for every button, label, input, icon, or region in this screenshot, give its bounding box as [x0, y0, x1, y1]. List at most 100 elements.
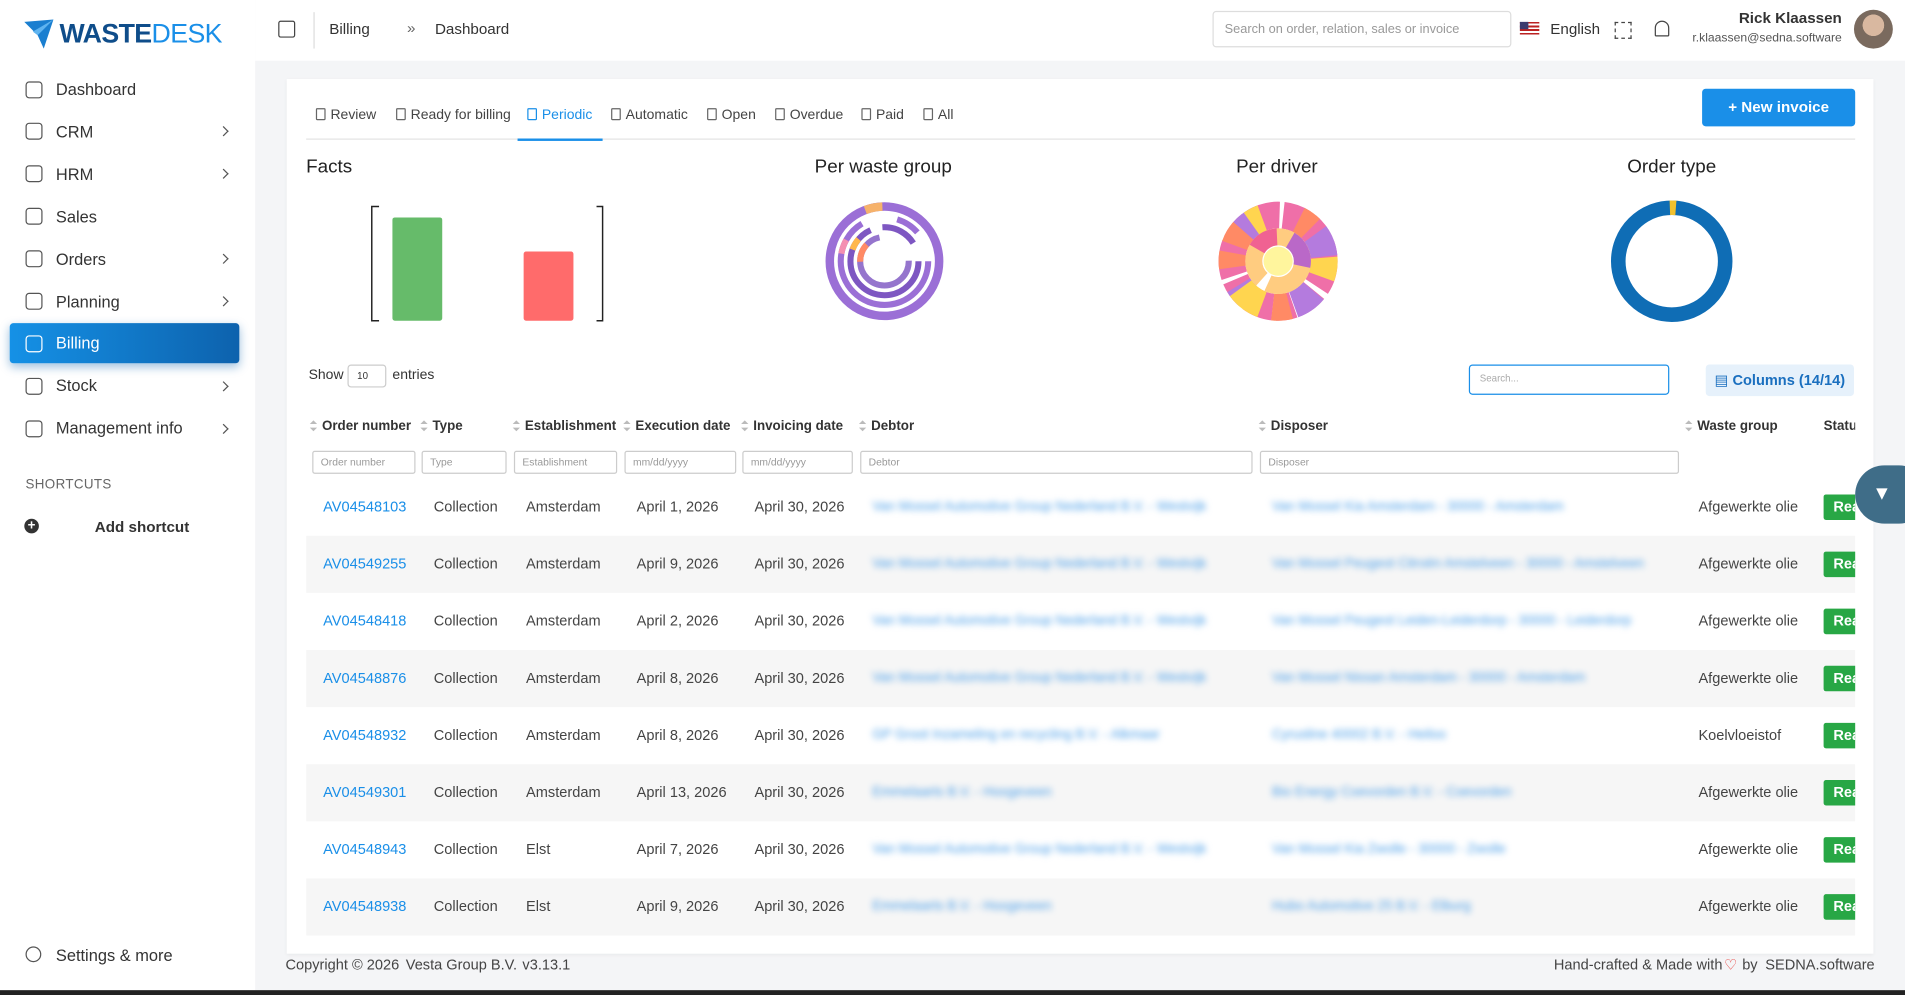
table-row: AV04548876 Collection Amsterdam April 8, 20… [306, 649, 1856, 708]
tab[interactable]: Ready for billing [396, 108, 520, 138]
tab[interactable]: Paid [861, 108, 913, 138]
menu-label: Sales [55, 207, 97, 226]
fullscreen-icon[interactable] [1614, 21, 1632, 39]
footer-link[interactable]: SEDNA.software [1765, 956, 1875, 974]
column-header[interactable]: Invoicing date [740, 419, 843, 434]
debtor[interactable]: Van Mossel Automotive Group Nederland B.… [872, 670, 1207, 686]
status-badge[interactable]: Ready [1823, 551, 1856, 578]
waste-group: Afgewerkte olie [1698, 612, 1799, 630]
column-filter[interactable]: Order number [312, 450, 416, 474]
order-number[interactable]: AV04548932 [323, 726, 407, 744]
debtor[interactable]: Van Mossel Automotive Group Nederland B.… [872, 556, 1207, 572]
column-header[interactable]: Execution date [622, 419, 730, 434]
sort-icon [1257, 420, 1267, 432]
menu-item[interactable]: HRM [10, 154, 240, 194]
language[interactable]: English [1550, 20, 1601, 38]
column-filter[interactable]: Establishment [513, 450, 618, 474]
column-header[interactable]: Status [1824, 419, 1856, 434]
menu-item[interactable]: Orders [10, 239, 240, 279]
tab[interactable]: Open [707, 108, 765, 138]
tab[interactable]: Overdue [775, 108, 853, 138]
footer-crafted: Hand-crafted & Made with [1553, 956, 1723, 974]
add-shortcut[interactable]: Add shortcut [94, 518, 190, 536]
disposer[interactable]: Van Mossel Nissan Amsterdam - 30000 - Am… [1272, 670, 1586, 686]
avatar[interactable] [1853, 9, 1893, 49]
order-number[interactable]: AV04549301 [323, 783, 407, 801]
tabs-border [306, 138, 1856, 140]
disposer[interactable]: Van Mossel Kia Zwolle - 30000 - Zwolle [1272, 841, 1506, 857]
chevron [218, 296, 229, 307]
disposer[interactable]: Van Mossel Kia Amsterdam - 30000 - Amste… [1272, 499, 1564, 514]
disposer[interactable]: Bio Energy Coevorden B.V. - Coevorden [1272, 784, 1512, 800]
tab-icon [396, 108, 406, 121]
column-filter[interactable]: Debtor [860, 450, 1253, 474]
debtor[interactable]: Van Mossel Automotive Group Nederland B.… [872, 841, 1207, 857]
notifications-icon[interactable] [1654, 20, 1670, 37]
disposer[interactable]: Van Mossel Peugeot Leiden-Leiderdorp - 3… [1272, 613, 1632, 629]
column-header[interactable]: Disposer [1257, 419, 1328, 434]
order-number[interactable]: AV04549255 [323, 555, 407, 573]
tab[interactable]: All [923, 108, 963, 138]
order-number[interactable]: AV04548103 [323, 498, 407, 516]
menu-item[interactable]: Management info [10, 408, 240, 448]
column-header-label: Disposer [1270, 419, 1329, 434]
execution-date: April 9, 2026 [636, 897, 719, 915]
menu-item[interactable]: Stock [10, 366, 240, 406]
global-search[interactable]: Search on order, relation, sales or invo… [1212, 10, 1512, 48]
debtor[interactable]: Van Mossel Automotive Group Nederland B.… [872, 499, 1207, 514]
tab[interactable]: Automatic [611, 108, 697, 138]
establishment: Amsterdam [526, 726, 601, 744]
debtor[interactable]: Van Mossel Automotive Group Nederland B.… [872, 613, 1207, 629]
new-invoice-button[interactable]: + New invoice [1702, 88, 1856, 127]
breadcrumb-item[interactable]: Billing [329, 20, 370, 38]
tab-label: Periodic [541, 108, 593, 123]
footer-company[interactable]: Vesta Group B.V. [405, 956, 518, 974]
filter-toggle[interactable]: ▼ [1855, 465, 1905, 524]
table-search[interactable]: Search... [1468, 364, 1670, 395]
order-number[interactable]: AV04548938 [323, 897, 407, 915]
menu-item[interactable]: Billing [9, 323, 240, 364]
column-header[interactable]: Type [419, 419, 463, 434]
column-header[interactable]: Debtor [858, 419, 914, 434]
status-badge[interactable]: Ready [1823, 494, 1856, 520]
status-badge[interactable]: Ready [1823, 837, 1856, 863]
column-filter[interactable]: Type [421, 450, 507, 474]
disposer[interactable]: Van Mossel Peugeot Citroën Amstelveen - … [1272, 556, 1644, 572]
debtor[interactable]: Emmelaarts B.V. - Hoogeveen [872, 784, 1052, 800]
status-badge[interactable]: Ready [1823, 665, 1856, 692]
status-badge[interactable]: Ready [1823, 779, 1856, 806]
columns-button[interactable]: ▤ Columns (14/14) [1705, 364, 1854, 397]
menu-item[interactable]: Dashboard [10, 69, 240, 109]
menu-icon [25, 377, 43, 395]
column-header[interactable]: Order number [309, 419, 411, 434]
order-number[interactable]: AV04548876 [323, 669, 407, 687]
tab[interactable]: Review [315, 108, 386, 138]
disposer[interactable]: Hubo Automotive 25 B.V. - Elburg [1272, 899, 1471, 914]
column-header[interactable]: Waste group [1684, 419, 1778, 434]
status-badge[interactable]: Ready [1823, 894, 1856, 920]
menu-item[interactable]: Sales [10, 196, 240, 236]
menu-item[interactable]: Planning [10, 281, 240, 321]
divider [313, 12, 315, 49]
order-number[interactable]: AV04548943 [323, 840, 407, 858]
establishment: Amsterdam [526, 498, 601, 516]
column-filter[interactable]: mm/dd/yyyy [742, 450, 853, 474]
task-icon[interactable] [278, 20, 296, 38]
disposer[interactable]: Cyrusline 40002 B.V. - Heiloo [1272, 727, 1447, 743]
column-header[interactable]: Establishment [511, 419, 616, 434]
facts-chart [371, 205, 604, 322]
status-badge[interactable]: Ready [1823, 722, 1856, 749]
waste-group: Koelvloeistof [1698, 726, 1782, 744]
menu-item[interactable]: CRM [10, 112, 240, 152]
debtor[interactable]: GP Groot Inzameling en recycling B.V. - … [872, 727, 1160, 743]
settings-link[interactable]: Settings & more [55, 946, 173, 965]
page-length-select[interactable]: 10 [347, 364, 387, 388]
debtor[interactable]: Emmelaarts B.V. - Hoogeveen [872, 899, 1052, 914]
status-badge[interactable]: Ready [1823, 608, 1856, 635]
column-filter[interactable]: Disposer [1259, 450, 1680, 474]
tab[interactable]: Periodic [517, 108, 603, 141]
column-filter[interactable]: mm/dd/yyyy [624, 450, 737, 474]
order-number[interactable]: AV04548418 [323, 612, 407, 630]
chart-title: Facts [306, 156, 353, 178]
